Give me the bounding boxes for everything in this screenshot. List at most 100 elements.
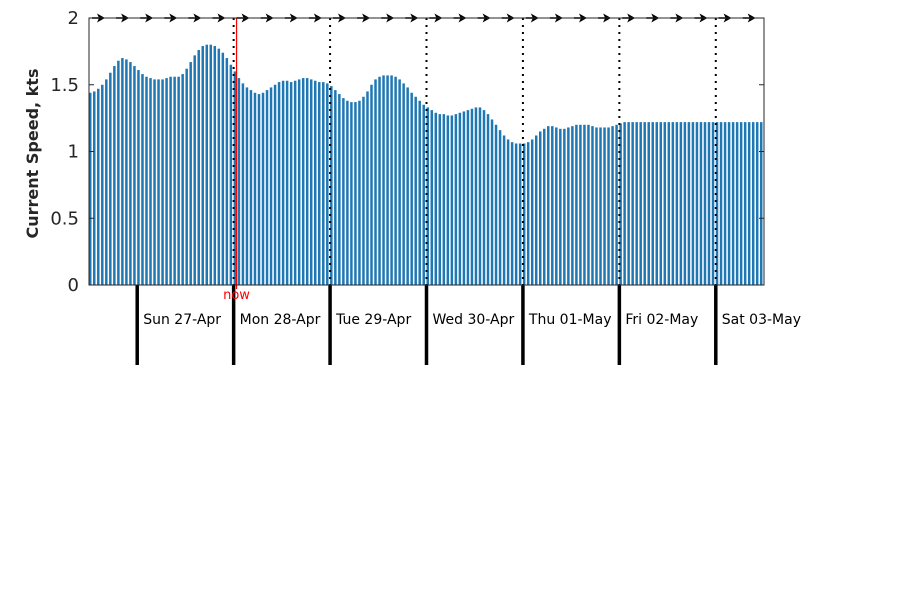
speed-bar [293,80,297,285]
speed-bar [193,55,196,285]
speed-bar [474,107,478,285]
speed-bar [362,96,365,286]
speed-bar [534,135,538,285]
speed-bar [209,44,213,286]
speed-bar [346,100,349,286]
speed-bar [125,59,128,285]
speed-bar [261,92,265,285]
speed-bar [478,107,482,285]
y-tick-label: 1.5 [50,75,79,96]
speed-bar [719,122,723,285]
speed-bar [410,92,413,285]
speed-bar [547,126,550,285]
speed-bar [394,76,397,286]
y-tick-label: 0.5 [50,208,79,229]
speed-bar [165,78,168,285]
speed-bar [643,122,646,285]
speed-bar [502,135,506,285]
speed-bar [651,122,654,285]
speed-bar [691,122,695,285]
speed-bar [663,122,667,285]
speed-bar [482,110,486,285]
speed-bar [707,122,711,285]
speed-bar [647,122,650,285]
speed-bar [567,127,570,285]
day-label: Fri 02-May [625,312,698,328]
speed-bar [759,122,763,285]
speed-bar [382,75,385,285]
speed-bar [571,126,574,285]
speed-bar [514,143,518,285]
speed-bar [322,82,325,285]
speed-bar [695,122,699,285]
speed-bar [743,122,747,285]
speed-bar [390,75,393,285]
speed-bar [506,139,510,285]
speed-bar [406,87,409,285]
speed-bar [241,83,245,285]
speed-bar [458,112,462,285]
speed-bar [358,100,361,286]
speed-bar [418,100,421,286]
speed-bar [462,111,466,285]
speed-bar [330,86,333,285]
speed-bar [173,76,176,286]
speed-bar [751,122,755,285]
day-label: Sat 03-May [722,312,801,328]
speed-bar [470,108,474,285]
y-tick-label: 1 [68,142,79,163]
speed-bar [466,110,470,285]
now-marker: now [223,18,250,303]
speed-bar [257,94,261,285]
speed-bar [591,126,594,285]
speed-bar [289,82,293,285]
speed-bar [305,78,309,285]
speed-bar [342,98,345,285]
speed-bar [189,62,192,286]
speed-bar [611,126,614,285]
y-tick-label: 2 [68,8,79,29]
day-label: Thu 01-May [528,312,612,328]
speed-bar [314,80,317,285]
speed-bar [161,79,164,285]
speed-bar [635,122,638,285]
day-separators [135,18,718,365]
speed-bar [450,115,454,285]
speed-bar [253,92,257,285]
speed-bar [141,74,144,285]
speed-bar [205,44,209,286]
speed-bar [318,82,321,285]
speed-bar [563,128,566,285]
speed-bar [639,122,642,285]
speed-bar [679,122,683,285]
speed-bar [89,92,92,285]
speed-bar [181,74,184,285]
speed-bar [551,126,554,285]
speed-bar [603,127,606,285]
day-label: Mon 28-Apr [240,312,321,328]
speed-bar [454,114,458,286]
speed-bar [237,78,241,285]
speed-bar [374,79,377,285]
speed-bar [675,122,679,285]
speed-bar [667,122,671,285]
speed-bar [543,128,546,285]
speed-bar [177,76,180,286]
speed-bar [623,122,626,285]
speed-bar [715,122,719,285]
speed-bar [101,84,104,285]
speed-bar [747,122,751,285]
bar-series [89,44,763,286]
speed-bar [105,79,108,285]
speed-bar [587,124,590,285]
speed-bar [273,84,277,285]
speed-bar [213,46,217,285]
speed-bar [755,122,759,285]
speed-bar [595,127,598,285]
speed-bar [137,70,140,285]
speed-bar [281,80,285,285]
speed-bar [703,122,707,285]
speed-bar [430,110,434,285]
speed-bar [109,72,112,285]
speed-bar [133,66,136,285]
